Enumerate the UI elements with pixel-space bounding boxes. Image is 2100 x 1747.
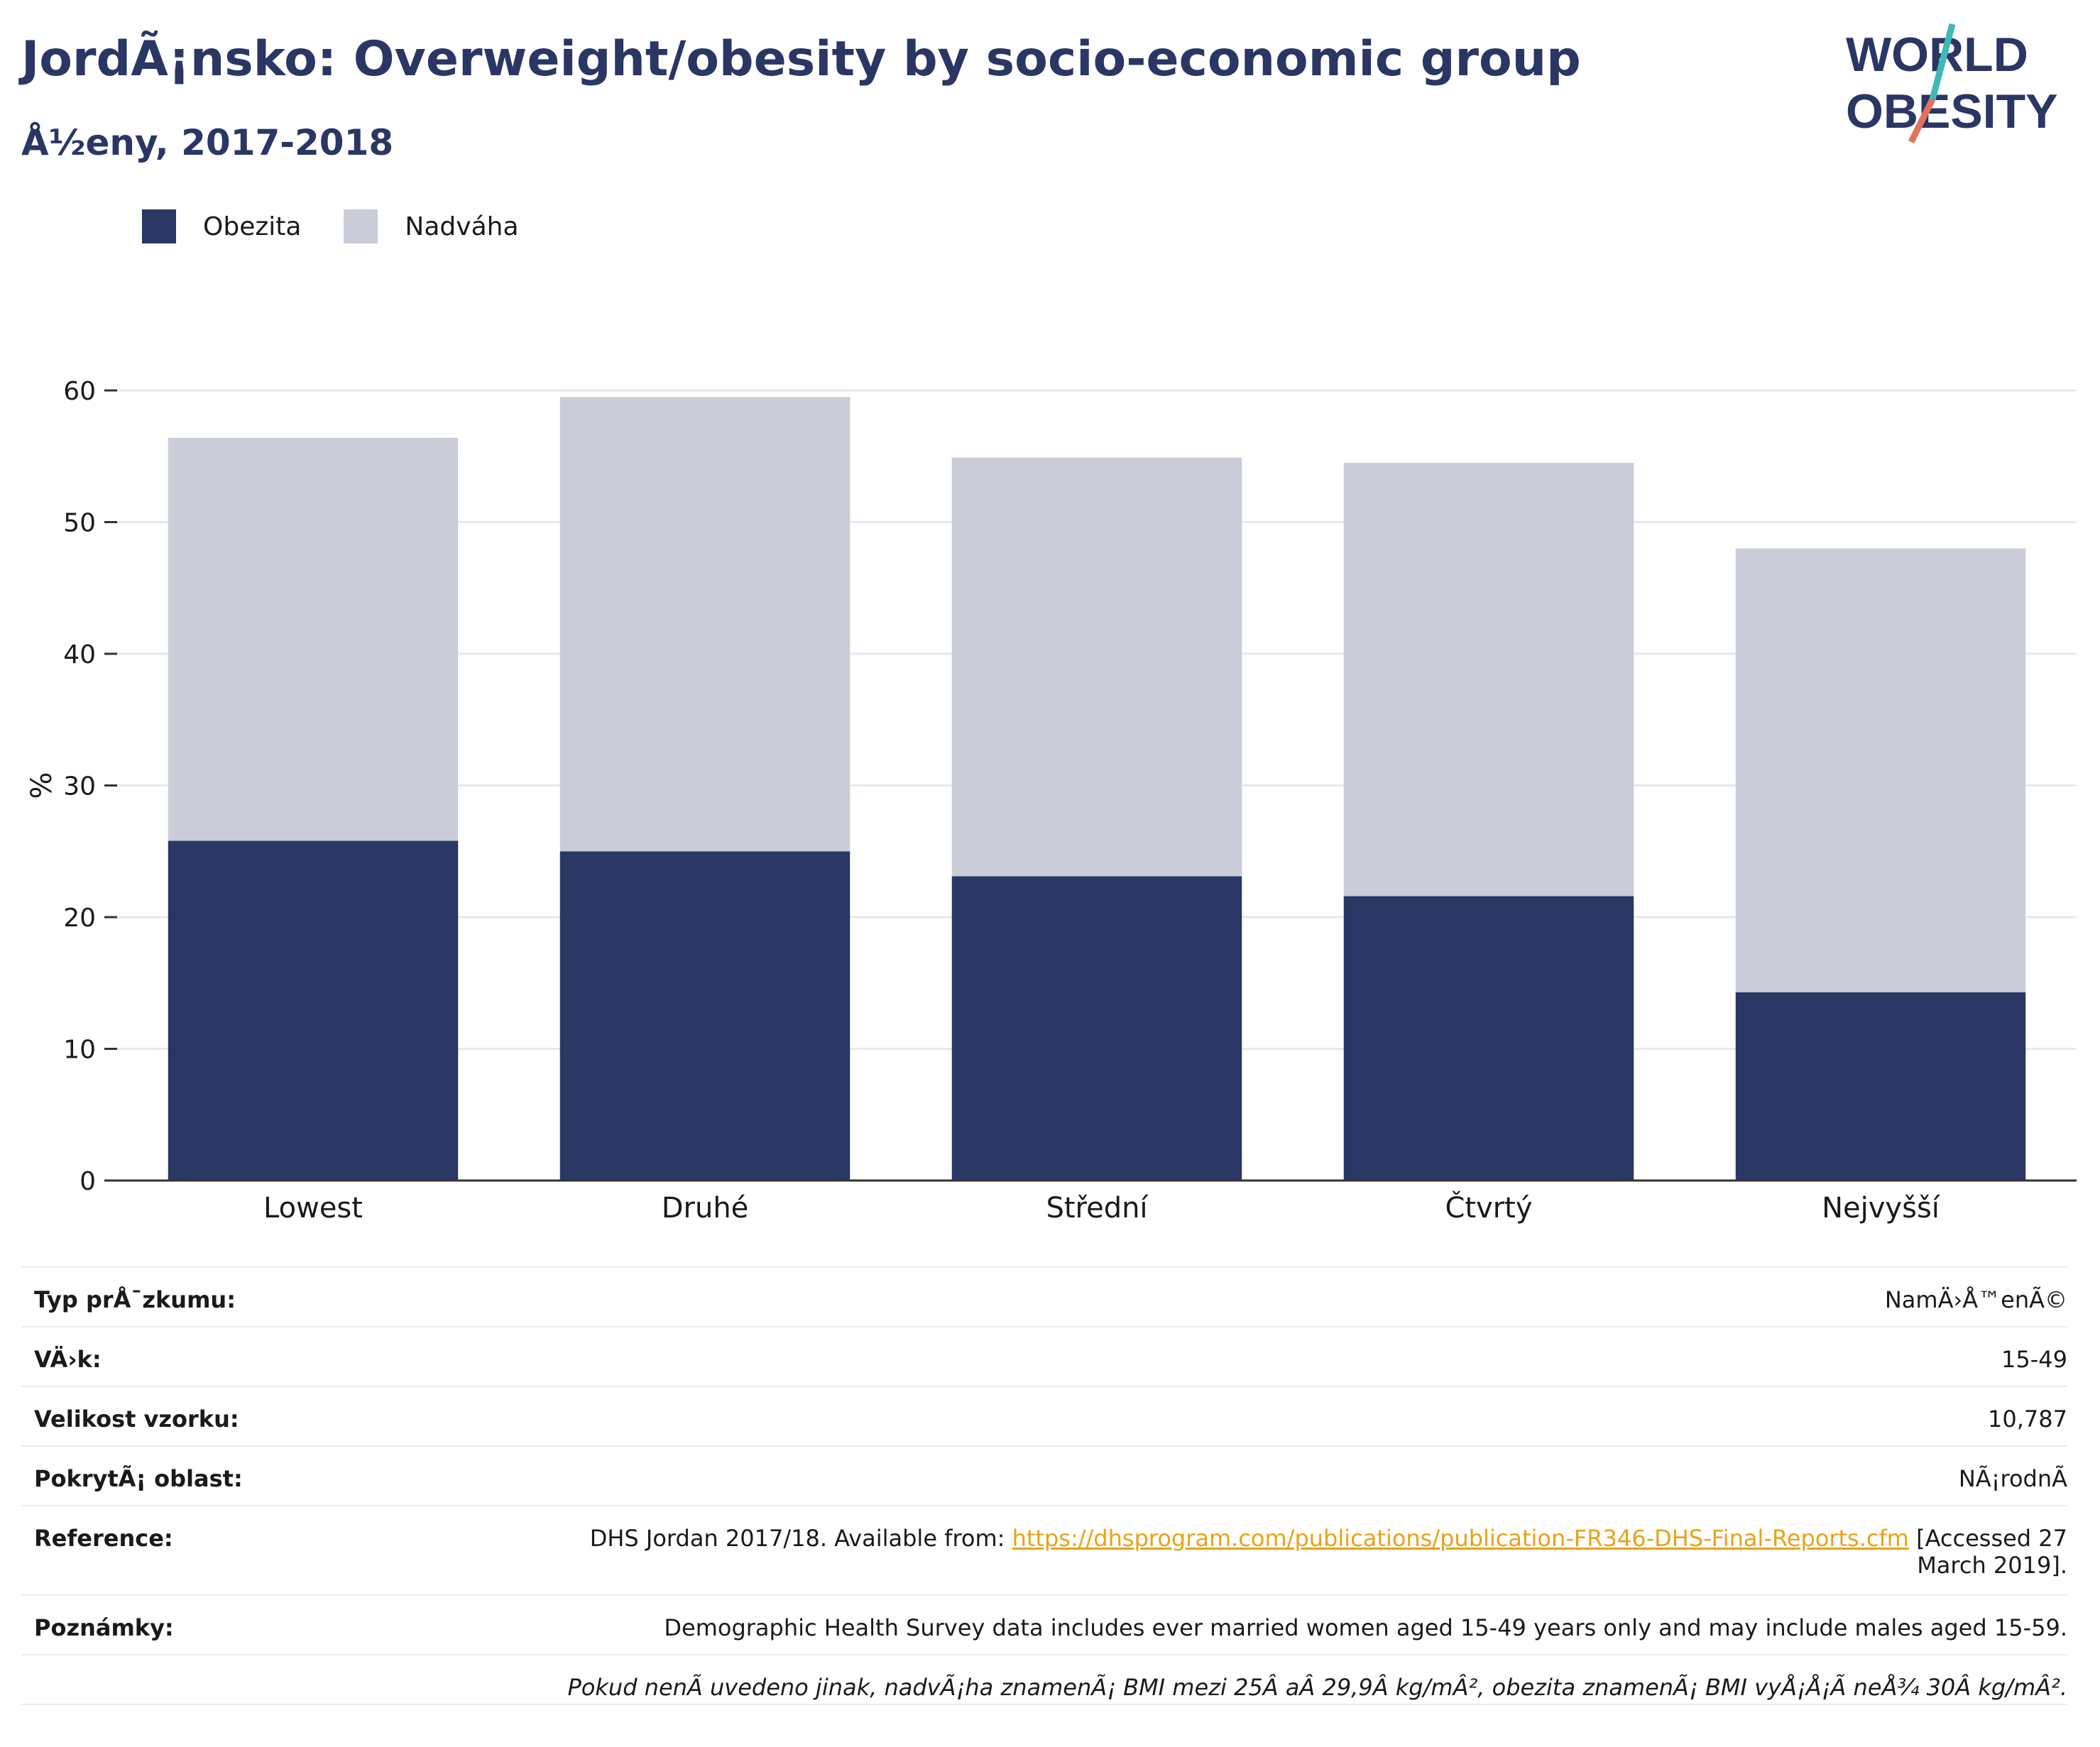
info-key: Typ prÅ¯zkumu: — [34, 1286, 236, 1313]
x-tick-label: Čtvrtý — [1445, 1190, 1532, 1225]
chart-legend: Obezita Nadváha — [142, 209, 562, 243]
y-tick-label: 30 — [63, 772, 96, 801]
y-tick-label: 60 — [63, 377, 96, 406]
x-tick-label: Druhé — [662, 1192, 749, 1225]
y-tick-label: 50 — [63, 509, 96, 538]
bar-obezita — [168, 840, 459, 1181]
info-row-reference: Reference: DHS Jordan 2017/18. Available… — [21, 1505, 2067, 1594]
y-tick-label: 20 — [63, 904, 96, 933]
info-key: Velikost vzorku: — [34, 1406, 239, 1433]
y-axis-label: % — [26, 772, 58, 799]
reference-link[interactable]: https://dhsprogram.com/publications/publ… — [1012, 1525, 1909, 1552]
bar-nadvaha — [168, 437, 459, 841]
info-key: Poznámky: — [34, 1614, 174, 1641]
bar-obezita — [559, 851, 851, 1181]
info-table: Typ prÅ¯zkumu: NamÄ›Å™enÃ© VÄ›k: 15-49 V… — [21, 1266, 2067, 1705]
reference-text: DHS Jordan 2017/18. Available from: — [589, 1525, 1012, 1552]
chart-title: JordÃ¡nsko: Overweight/obesity by socio-… — [21, 31, 1581, 87]
info-row-footnote: Pokud nenÃ uvedeno jinak, nadvÃ¡ha zname… — [21, 1654, 2067, 1705]
reference-suffix-line2: March 2019]. — [1917, 1552, 2067, 1579]
info-key: Reference: — [34, 1525, 173, 1552]
x-tick-label: Střední — [1046, 1192, 1149, 1225]
y-tick-label: 10 — [63, 1036, 96, 1065]
info-value: DHS Jordan 2017/18. Available from: http… — [590, 1525, 2067, 1579]
x-tick-label: Lowest — [263, 1192, 363, 1225]
bar-obezita — [1343, 896, 1634, 1181]
info-value: NÃ¡rodnÃ — [1958, 1465, 2067, 1492]
info-value: Demographic Health Survey data includes … — [664, 1614, 2067, 1641]
info-row-survey-type: Typ prÅ¯zkumu: NamÄ›Å™enÃ© — [21, 1266, 2067, 1326]
legend-swatch-obezita — [142, 209, 176, 243]
bar-nadvaha — [1343, 463, 1634, 897]
legend-item-obezita: Obezita — [142, 209, 301, 243]
y-tick-label: 0 — [80, 1167, 96, 1196]
info-key: VÄ›k: — [34, 1346, 102, 1373]
legend-label-obezita: Obezita — [203, 212, 302, 241]
stacked-bar-chart: 0 10 20 30 40 50 60% Lowest Druhé Střední Čtvrtý Ne… — [26, 377, 2077, 1225]
world-obesity-logo: WORLD OBESITY — [1846, 23, 2058, 144]
info-row-notes: Poznámky: Demographic Health Survey data… — [21, 1594, 2067, 1654]
info-value: 15-49 — [2001, 1346, 2067, 1373]
y-tick-label: 40 — [63, 640, 96, 669]
legend-swatch-nadvaha — [344, 209, 378, 243]
x-tick-label: Nejvyšší — [1822, 1192, 1941, 1225]
info-key: PokrytÃ¡ oblast: — [34, 1465, 243, 1492]
legend-label-nadvaha: Nadváha — [405, 212, 519, 241]
legend-item-nadvaha: Nadváha — [344, 209, 519, 243]
svg-text:OBESITY: OBESITY — [1846, 84, 2058, 138]
info-row-area: PokrytÃ¡ oblast: NÃ¡rodnÃ — [21, 1445, 2067, 1505]
info-value: 10,787 — [1988, 1406, 2067, 1433]
bar-nadvaha — [1735, 548, 2026, 992]
footnote: Pokud nenÃ uvedeno jinak, nadvÃ¡ha zname… — [567, 1674, 2068, 1701]
info-row-sample-size: Velikost vzorku: 10,787 — [21, 1386, 2067, 1445]
bar-obezita — [951, 876, 1242, 1181]
chart-subtitle: Å½eny, 2017-2018 — [21, 122, 394, 163]
bar-obezita — [1735, 992, 2026, 1181]
bar-nadvaha — [951, 457, 1242, 877]
reference-suffix: [Accessed 27 — [1908, 1525, 2067, 1552]
info-value: NamÄ›Å™enÃ© — [1884, 1286, 2067, 1313]
info-row-age: VÄ›k: 15-49 — [21, 1326, 2067, 1386]
bar-nadvaha — [559, 397, 851, 852]
